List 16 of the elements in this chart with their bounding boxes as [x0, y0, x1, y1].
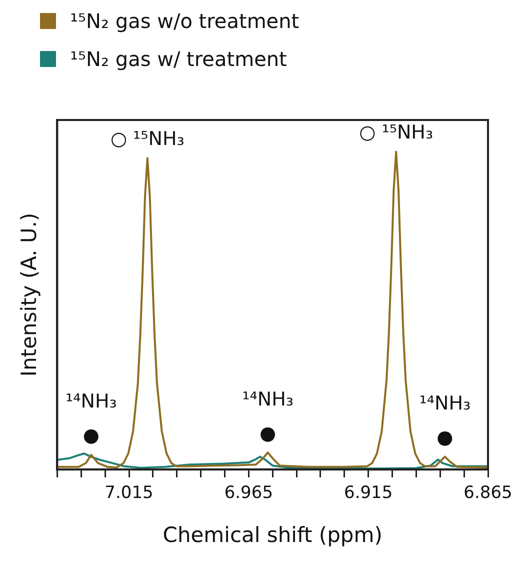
annotation: ¹⁴NH₃	[242, 388, 294, 411]
legend-label: ¹⁵N₂ gas w/ treatment	[70, 47, 287, 71]
annotation: ○ ¹⁵NH₃	[359, 122, 434, 144]
legend-label: ¹⁵N₂ gas w/o treatment	[70, 9, 300, 33]
x-axis-title: Chemical shift (ppm)	[162, 522, 382, 547]
annotation: ●	[260, 422, 276, 445]
x-tick-label: 6.915	[344, 483, 393, 504]
annotation: ○ ¹⁵NH₃	[110, 128, 184, 150]
annotation: ●	[436, 426, 454, 449]
x-tick-label: 6.965	[224, 483, 274, 504]
annotation: ¹⁴NH₃	[419, 392, 471, 415]
annotation: ¹⁴NH₃	[66, 390, 117, 413]
y-axis-title: Intensity (A. U.)	[17, 212, 42, 377]
x-tick-label: 6.865	[464, 483, 512, 504]
annotation: ●	[82, 424, 100, 447]
x-tick-label: 7.015	[104, 483, 154, 504]
